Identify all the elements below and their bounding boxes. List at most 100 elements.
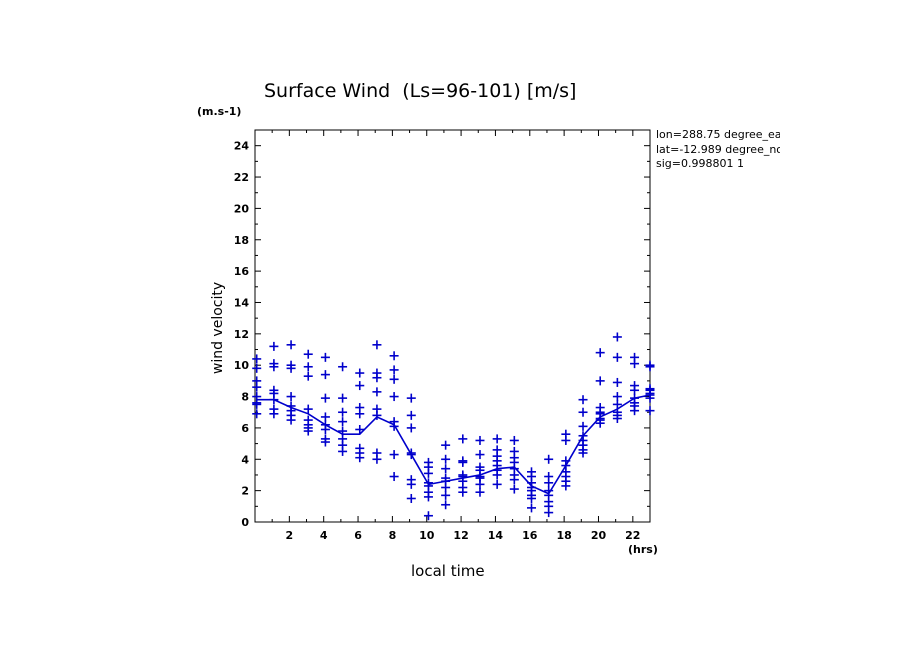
data-point	[355, 409, 365, 419]
y-tick-label: 0	[241, 516, 249, 529]
data-point	[286, 363, 296, 373]
y-tick-label: 16	[234, 265, 250, 278]
y-tick-label: 8	[241, 391, 249, 404]
data-point	[544, 454, 554, 464]
data-point	[578, 421, 588, 431]
data-point	[338, 446, 348, 456]
x-axis-unit: (hrs)	[628, 543, 658, 556]
data-point	[372, 340, 382, 350]
info-lat: lat=-12.989 degree_north	[656, 143, 780, 156]
data-point	[475, 487, 485, 497]
data-point	[269, 362, 279, 372]
data-point	[458, 457, 468, 467]
data-point	[441, 440, 451, 450]
data-point	[475, 435, 485, 445]
data-point	[578, 448, 588, 458]
data-point	[509, 435, 519, 445]
x-tick-label: 2	[286, 529, 294, 542]
y-tick-label: 20	[234, 202, 250, 215]
data-point	[320, 352, 330, 362]
y-tick-label: 18	[234, 234, 249, 247]
data-point	[595, 348, 605, 358]
data-point	[612, 392, 622, 402]
x-tick-label: 20	[591, 529, 607, 542]
data-point	[578, 395, 588, 405]
data-point	[252, 363, 262, 373]
data-point	[372, 410, 382, 420]
data-point	[320, 370, 330, 380]
data-point	[406, 423, 416, 433]
data-point	[303, 426, 313, 436]
data-point	[389, 472, 399, 482]
data-point	[561, 435, 571, 445]
info-lon: lon=288.75 degree_east	[656, 128, 780, 141]
data-point	[389, 365, 399, 375]
data-point	[527, 503, 536, 513]
data-point	[372, 454, 382, 464]
x-tick-label: 10	[419, 529, 435, 542]
data-point	[509, 484, 519, 494]
mean-line	[256, 394, 651, 495]
data-point	[338, 362, 348, 372]
x-tick-label: 12	[453, 529, 468, 542]
x-tick-label: 8	[389, 529, 397, 542]
data-point	[630, 359, 640, 369]
data-point	[441, 454, 451, 464]
data-point	[612, 377, 622, 387]
data-point	[252, 354, 262, 364]
x-axis-label: local time	[411, 562, 485, 580]
data-point	[612, 352, 622, 362]
data-point	[612, 332, 622, 342]
data-point	[612, 414, 622, 424]
data-point	[269, 409, 279, 419]
data-point	[630, 385, 640, 395]
data-point	[406, 393, 416, 403]
data-point	[286, 415, 296, 425]
x-tick-label: 14	[488, 529, 504, 542]
y-tick-label: 10	[234, 359, 250, 372]
data-point	[441, 483, 451, 493]
data-point	[561, 481, 571, 491]
data-point	[441, 500, 451, 510]
y-tick-label: 6	[241, 422, 249, 435]
y-tick-label: 2	[241, 485, 249, 498]
data-point	[338, 417, 348, 427]
data-point	[527, 493, 536, 503]
data-point	[269, 341, 279, 351]
data-point	[544, 508, 554, 518]
x-tick-label: 16	[522, 529, 538, 542]
data-point	[355, 453, 365, 463]
data-point	[320, 437, 330, 447]
data-point	[492, 479, 502, 489]
data-point	[303, 404, 313, 414]
data-point	[355, 381, 365, 391]
data-point	[441, 490, 451, 500]
data-point	[372, 387, 382, 397]
x-tick-label: 6	[354, 529, 362, 542]
data-point	[320, 424, 330, 434]
data-point	[355, 368, 365, 378]
data-point	[286, 340, 296, 350]
data-point	[475, 450, 485, 460]
data-point	[544, 478, 554, 488]
data-point	[406, 410, 416, 420]
x-tick-label: 22	[625, 529, 640, 542]
x-tick-label: 4	[320, 529, 328, 542]
info-sig: sig=0.998801 1	[656, 157, 744, 170]
data-point	[645, 362, 655, 372]
data-point	[441, 464, 451, 474]
data-point	[303, 362, 313, 372]
y-tick-label: 4	[241, 453, 249, 466]
data-point	[492, 434, 502, 444]
data-point	[595, 418, 605, 428]
data-point	[389, 450, 399, 460]
chart-title: Surface Wind (Ls=96-101) [m/s]	[264, 80, 577, 102]
data-point	[303, 349, 313, 359]
data-point	[372, 373, 382, 383]
data-point	[406, 479, 416, 489]
data-point	[303, 371, 313, 381]
data-point	[458, 434, 468, 444]
data-point	[630, 406, 640, 416]
data-point	[595, 376, 605, 386]
